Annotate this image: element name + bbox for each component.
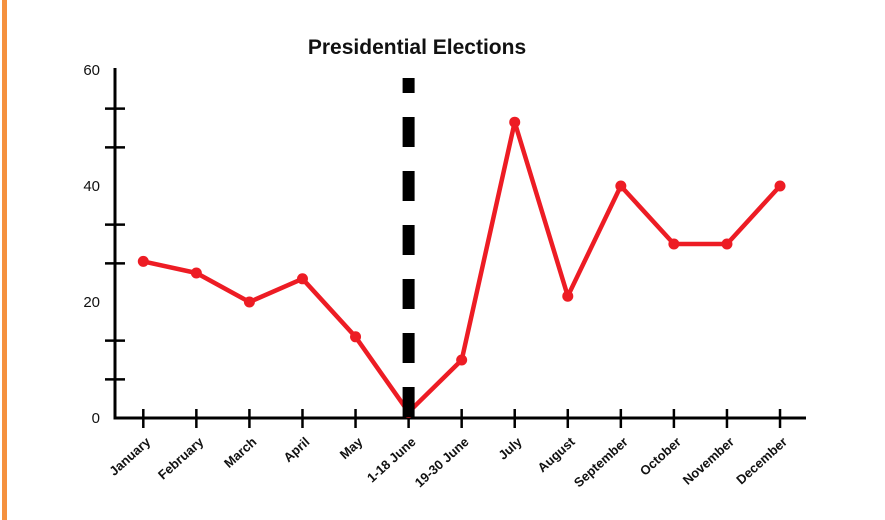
x-axis-tick-label: April bbox=[280, 434, 312, 465]
data-point bbox=[668, 238, 680, 250]
y-axis-tick-label: 60 bbox=[83, 62, 100, 79]
x-axis-tick-label: September bbox=[571, 434, 631, 490]
data-point bbox=[509, 116, 521, 128]
x-axis-tick-label: 19-30 June bbox=[412, 434, 472, 490]
data-point bbox=[721, 238, 733, 250]
data-point bbox=[137, 255, 149, 267]
data-point bbox=[190, 267, 202, 279]
data-point bbox=[774, 180, 786, 192]
x-axis-tick-label: March bbox=[221, 434, 260, 471]
left-accent-stripe bbox=[2, 0, 7, 520]
x-axis-tick-label: July bbox=[495, 434, 525, 463]
data-line bbox=[141, 119, 783, 415]
x-axis-tick-label: August bbox=[534, 434, 578, 476]
data-point bbox=[562, 290, 574, 302]
x-axis-tick-label: October bbox=[637, 434, 684, 478]
x-axis-tick-label: 1-18 June bbox=[364, 434, 419, 485]
y-axis-tick-label: 20 bbox=[83, 294, 100, 311]
chart-title: Presidential Elections bbox=[307, 36, 527, 59]
data-point bbox=[615, 180, 627, 192]
y-axis-tick-label: 40 bbox=[83, 178, 100, 195]
data-point bbox=[456, 354, 468, 366]
x-axis-tick-label: January bbox=[106, 434, 154, 479]
x-axis-tick-label: December bbox=[733, 434, 790, 487]
x-axis-tick-label: February bbox=[155, 434, 207, 483]
x-axis-tick-label: November bbox=[680, 434, 737, 488]
y-axis-tick-label: 0 bbox=[92, 410, 100, 427]
data-point bbox=[350, 331, 362, 343]
x-axis-tick-label: May bbox=[337, 434, 366, 463]
data-point bbox=[296, 273, 308, 285]
data-point bbox=[243, 296, 255, 308]
